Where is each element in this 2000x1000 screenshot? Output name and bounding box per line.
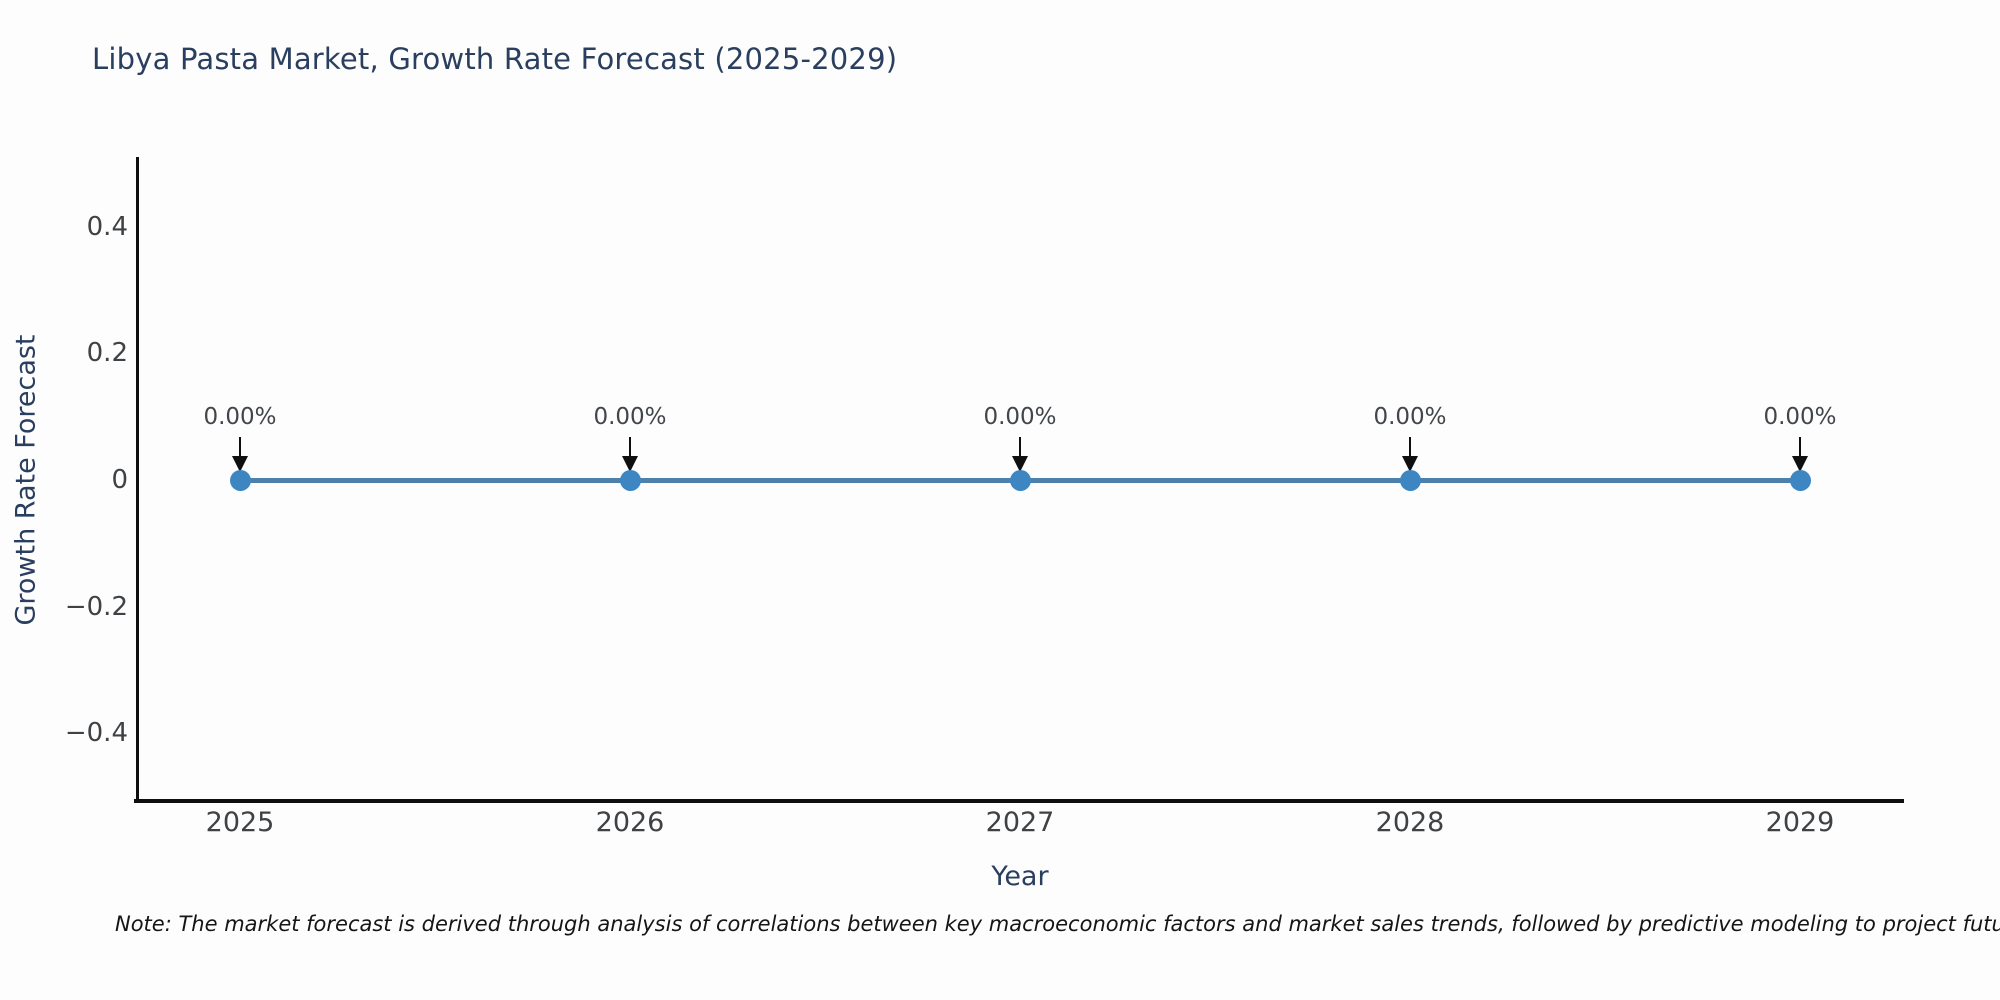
point-value-label: 0.00% — [593, 404, 667, 430]
x-axis-title: Year — [991, 861, 1049, 892]
point-value-label: 0.00% — [203, 404, 277, 430]
data-point-marker — [619, 469, 641, 491]
x-tick-label: 2029 — [1765, 807, 1835, 838]
y-tick-label: −0.4 — [64, 718, 128, 749]
y-axis-title: Growth Rate Forecast — [10, 334, 42, 626]
annotation-arrow-stem — [239, 437, 241, 458]
y-tick-label: 0.2 — [86, 338, 128, 369]
annotation-arrow-stem — [1799, 437, 1801, 458]
x-tick-label: 2027 — [985, 807, 1055, 838]
annotation-arrow-head — [232, 456, 248, 472]
annotation-arrow-head — [622, 456, 638, 472]
annotation-arrow-head — [1792, 456, 1808, 472]
point-value-label: 0.00% — [1763, 404, 1837, 430]
annotation-arrow-head — [1012, 456, 1028, 472]
data-point-marker — [229, 469, 251, 491]
annotation-arrow-stem — [1409, 437, 1411, 458]
chart-title: Libya Pasta Market, Growth Rate Forecast… — [92, 42, 898, 76]
data-point-marker — [1789, 469, 1811, 491]
chart-note: Note: The market forecast is derived thr… — [115, 912, 2000, 936]
data-point-marker — [1399, 469, 1421, 491]
y-tick-label: 0 — [111, 465, 128, 495]
x-tick-label: 2028 — [1375, 807, 1445, 838]
x-tick-label: 2025 — [205, 807, 275, 838]
y-tick-label: 0.4 — [86, 211, 128, 242]
annotation-arrow-stem — [1019, 437, 1021, 458]
point-value-label: 0.00% — [983, 404, 1057, 430]
x-axis-line — [134, 799, 1904, 803]
annotation-arrow-stem — [629, 437, 631, 458]
data-point-marker — [1009, 469, 1031, 491]
y-tick-label: −0.2 — [64, 591, 128, 622]
x-tick-label: 2026 — [595, 807, 665, 838]
point-value-label: 0.00% — [1373, 404, 1447, 430]
annotation-arrow-head — [1402, 456, 1418, 472]
y-axis-line — [136, 157, 139, 803]
